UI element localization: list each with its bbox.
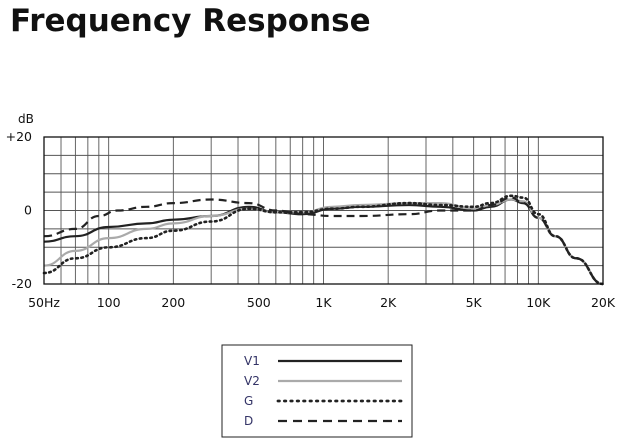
y-tick-label: -20 [12, 276, 32, 291]
x-tick-label: 20K [591, 295, 616, 310]
series-lines [42, 194, 605, 286]
series-line-g [42, 194, 605, 286]
plot-frame [43, 136, 604, 285]
x-tick-label: 10K [526, 295, 551, 310]
x-tick-label: 500 [247, 295, 271, 310]
y-tick-label: 0 [24, 203, 32, 218]
axis-labels: 50Hz 100 200 500 1K 2K 5K 10K 20K +20 0 -20 [6, 129, 616, 310]
y-tick-label: +20 [6, 129, 32, 144]
x-tick-label: 2K [380, 295, 397, 310]
legend: V1 V2 GD [221, 344, 413, 438]
series-line-d [43, 196, 604, 286]
legend-label: V2 [244, 374, 260, 388]
y-axis-unit-label: dB [18, 112, 34, 126]
legend-label: V1 [244, 354, 260, 368]
x-tick-label: 100 [97, 295, 121, 310]
x-tick-label: 200 [161, 295, 185, 310]
page-title: Frequency Response [10, 3, 371, 39]
legend-label: G [244, 394, 253, 408]
legend-label: D [244, 414, 253, 428]
x-tick-label: 1K [315, 295, 332, 310]
x-tick-label: 5K [466, 295, 483, 310]
x-tick-label: 50Hz [28, 295, 60, 310]
